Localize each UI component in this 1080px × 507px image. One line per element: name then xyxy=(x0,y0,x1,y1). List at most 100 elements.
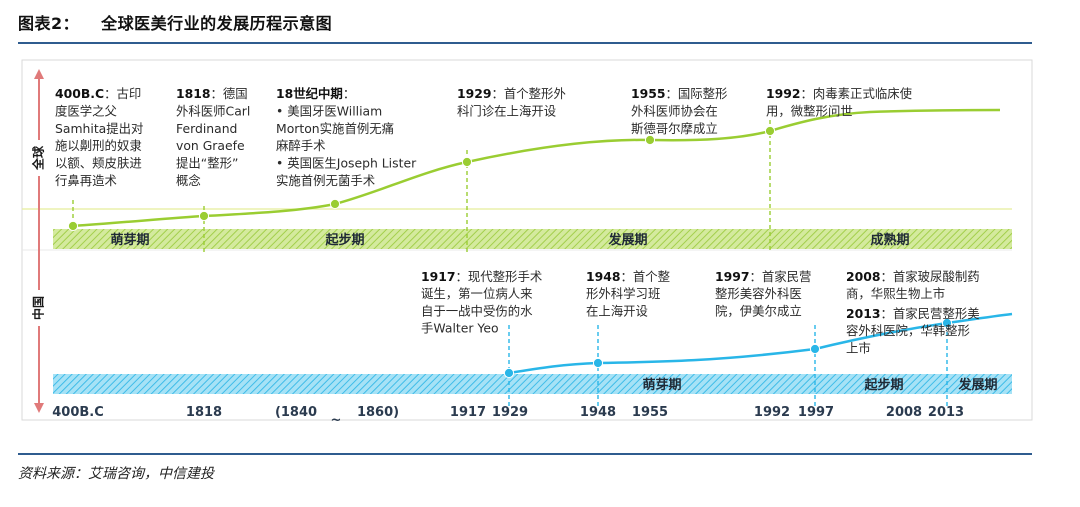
china-event-point xyxy=(592,357,604,369)
side-label-global: 全球 xyxy=(31,145,46,171)
china-event-text: 2008：首家玻尿酸制药 xyxy=(846,269,980,284)
global-event-line: 斯德哥尔摩成立 xyxy=(631,121,718,136)
china-event-text: 1948：首个整 xyxy=(586,269,670,284)
china-event-line: 自于一战中受伤的水 xyxy=(421,303,533,318)
global-event-line: ：肉毒素正式临床使 xyxy=(801,86,913,101)
global-event-line: • 英国医生Joseph Lister xyxy=(276,156,417,171)
global-stage-band xyxy=(53,229,1012,249)
x-tick-label: 1860) xyxy=(357,405,399,420)
global-event-year: 400B.C xyxy=(55,86,104,101)
china-event-year: 1917 xyxy=(421,269,456,284)
china-event-point xyxy=(941,317,953,329)
side-label-global-bg xyxy=(30,140,48,176)
china-event-line: ：首家民营 xyxy=(750,269,812,284)
china-event-line: ：首家玻尿酸制药 xyxy=(881,269,980,284)
china-event-points xyxy=(503,317,953,379)
global-event-text: 18世纪中期： xyxy=(276,86,355,101)
figure-title-text: 全球医美行业的发展历程示意图 xyxy=(101,14,333,33)
global-event-text: 1929：首个整形外 xyxy=(457,86,566,101)
china-event-line: 容外科医院，华韩整形 xyxy=(846,323,970,338)
figure-number: 图表2： xyxy=(18,14,80,33)
china-stage-label: 萌芽期 xyxy=(642,377,681,393)
global-event-point xyxy=(644,134,656,146)
china-event-line: 在上海开设 xyxy=(586,303,648,318)
china-event-point xyxy=(809,343,821,355)
china-event-line: ：首家民营整形美 xyxy=(881,306,980,321)
x-tick-label: 1929 xyxy=(492,405,528,420)
global-event-point xyxy=(764,125,776,137)
global-event-text: 1818：德国 xyxy=(176,86,248,101)
china-event-line: 上市 xyxy=(846,340,871,355)
bottom-rule xyxy=(18,453,1032,455)
global-event-line: 实施首例无菌手术 xyxy=(276,173,375,188)
global-event-line: 麻醉手术 xyxy=(276,138,326,153)
china-stage-label: 起步期 xyxy=(863,377,903,393)
timeline-chart: 全球 中国 萌芽期 起步期 发展期 成熟期 萌芽期 起步期 发展期 400B.C：古印度医… xyxy=(21,59,1033,428)
chart-frame xyxy=(21,59,1033,421)
global-event-line: Ferdinand xyxy=(176,121,237,136)
global-event-line: ： xyxy=(343,86,355,101)
x-tick-label: 400B.C xyxy=(52,405,104,420)
global-event-line: ：国际整形 xyxy=(666,86,728,101)
x-tick-label: 1955 xyxy=(632,405,668,420)
global-event-point xyxy=(461,156,473,168)
global-stage-label: 成熟期 xyxy=(870,232,909,248)
global-event-text: 1955：国际整形 xyxy=(631,86,727,101)
global-event-line: 行鼻再造术 xyxy=(55,173,117,188)
source-note: 资料来源：艾瑞咨询，中信建投 xyxy=(18,466,214,482)
global-event-line: 用，微整形问世 xyxy=(766,103,853,118)
global-event-year: 1992 xyxy=(766,86,801,101)
china-event-year: 2013 xyxy=(846,306,881,321)
china-growth-curve xyxy=(508,312,1013,375)
china-event-line: 商，华熙生物上市 xyxy=(846,286,945,301)
top-rule xyxy=(18,42,1032,44)
global-event-line: 施以劓刑的奴隶 xyxy=(55,138,142,153)
x-tick-label: 1992 xyxy=(754,405,790,420)
china-event-line: ：现代整形手术 xyxy=(456,269,543,284)
x-tick-label: 1818 xyxy=(186,405,222,420)
global-stage-labels: 萌芽期 起步期 发展期 成熟期 xyxy=(110,232,909,248)
global-event-line: Morton实施首例无痛 xyxy=(276,121,394,136)
china-event-text: 2013：首家民营整形美 xyxy=(846,306,980,321)
x-tick-label: (1840 xyxy=(275,405,317,420)
global-event-line: ：德国 xyxy=(211,86,248,101)
side-label-china: 中国 xyxy=(31,296,46,320)
global-event-line: 以额、颊皮肤进 xyxy=(55,156,142,171)
global-growth-curve xyxy=(72,108,1001,228)
global-event-line: ：古印 xyxy=(104,86,141,101)
global-stage-label: 起步期 xyxy=(324,232,364,248)
china-stage-labels: 萌芽期 起步期 发展期 xyxy=(642,377,997,393)
global-event-year: 1818 xyxy=(176,86,211,101)
global-event-text: 1992：肉毒素正式临床使 xyxy=(766,86,913,101)
global-event-line: 外科医师协会在 xyxy=(631,103,718,118)
global-event-line: 概念 xyxy=(176,173,201,188)
x-axis-ticks: 400B.C 1818 (1840 ~1860) 1917 1929 1948 1955 199… xyxy=(52,405,964,428)
china-event-line: 手Walter Yeo xyxy=(421,321,499,336)
china-event-point xyxy=(503,367,515,379)
x-tick-label: 2013 xyxy=(928,405,964,420)
x-tick-label: 1997 xyxy=(798,405,834,420)
global-event-points xyxy=(67,125,776,232)
china-event-line: 诞生，第一位病人来 xyxy=(421,286,533,301)
x-tick-label: 1917 xyxy=(450,405,486,420)
china-event-year: 1948 xyxy=(586,269,621,284)
global-stage-label: 萌芽期 xyxy=(110,232,149,248)
global-event-text: 400B.C：古印 xyxy=(55,86,141,101)
global-event-line: von Graefe xyxy=(176,138,245,153)
global-event-year: 1955 xyxy=(631,86,666,101)
china-stage-label: 发展期 xyxy=(957,377,997,393)
side-label-china-bg xyxy=(30,290,48,326)
global-event-line: 提出“整形” xyxy=(176,156,238,171)
x-tick-label: ~ xyxy=(331,413,342,428)
global-event-year: 18世纪中期 xyxy=(276,86,343,101)
